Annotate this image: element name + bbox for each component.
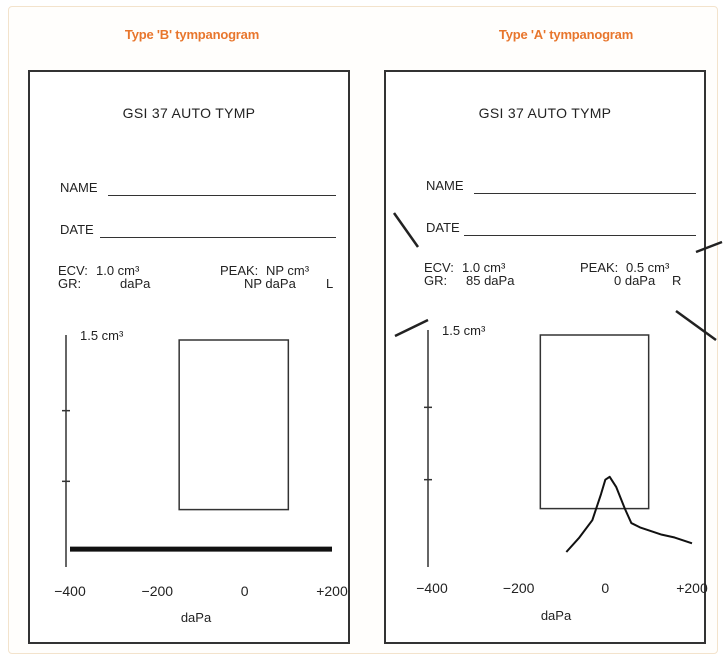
peak-value: 0.5 cm³ bbox=[626, 260, 670, 275]
tympanogram-chart-b: 1.5 cm³ −400 −200 0 +200 daPa bbox=[54, 328, 348, 625]
slash-mark bbox=[392, 212, 420, 248]
heading-type-b: Type 'B' tympanogram bbox=[124, 27, 260, 42]
printout-type-b: GSI 37 AUTO TYMP NAME DATE ECV: 1.0 cm³ … bbox=[28, 70, 350, 644]
name-line bbox=[108, 195, 336, 196]
x-tick-label: −200 bbox=[142, 583, 174, 599]
printout-title: GSI 37 AUTO TYMP bbox=[478, 105, 612, 121]
x-tick-label: +200 bbox=[316, 583, 348, 599]
x-axis-label: daPa bbox=[541, 608, 572, 623]
peak-label: PEAK: bbox=[580, 260, 619, 275]
x-tick-labels: −400 −200 0 +200 bbox=[54, 583, 348, 599]
peak-value: NP cm³ bbox=[266, 263, 310, 278]
slash-mark bbox=[394, 318, 429, 338]
x-tick-label: 0 bbox=[601, 580, 609, 596]
name-line bbox=[474, 193, 696, 194]
slash-mark bbox=[695, 240, 723, 254]
x-tick-label: +200 bbox=[676, 580, 708, 596]
x-tick-labels: −400 −200 0 +200 bbox=[416, 580, 708, 596]
x-tick-label: −400 bbox=[54, 583, 86, 599]
ear-indicator: R bbox=[672, 273, 682, 288]
y-max-label: 1.5 cm³ bbox=[80, 328, 124, 343]
x-tick-label: 0 bbox=[241, 583, 249, 599]
peak-label: PEAK: bbox=[220, 263, 259, 278]
name-label: NAME bbox=[426, 178, 464, 193]
peak-pressure: 0 daPa bbox=[614, 273, 656, 288]
date-line bbox=[464, 235, 696, 236]
ear-indicator: L bbox=[326, 276, 334, 291]
series-group bbox=[565, 475, 693, 553]
heading-type-a: Type 'A' tympanogram bbox=[498, 27, 634, 42]
ecv-value: 1.0 cm³ bbox=[462, 260, 506, 275]
name-label: NAME bbox=[60, 180, 98, 195]
peak-pressure: NP daPa bbox=[244, 276, 296, 291]
compliance-curve bbox=[565, 475, 693, 553]
gr-label: GR: bbox=[424, 273, 448, 288]
normal-range-box bbox=[178, 339, 290, 511]
y-ticks bbox=[62, 409, 70, 483]
printout-type-a: GSI 37 AUTO TYMP NAME DATE ECV: 1.0 cm³ … bbox=[384, 70, 708, 644]
date-label: DATE bbox=[60, 222, 94, 237]
ecv-label: ECV: bbox=[58, 263, 88, 278]
date-line bbox=[100, 237, 336, 238]
x-tick-label: −400 bbox=[416, 580, 448, 596]
slash-mark bbox=[675, 309, 717, 342]
date-label: DATE bbox=[426, 220, 460, 235]
normal-range-box bbox=[539, 334, 650, 510]
y-max-label: 1.5 cm³ bbox=[442, 323, 486, 338]
gr-value: daPa bbox=[120, 276, 151, 291]
printout-title: GSI 37 AUTO TYMP bbox=[122, 105, 256, 121]
tympanogram-chart-a: 1.5 cm³ −400 −200 0 +200 daPa bbox=[416, 323, 708, 623]
x-axis-label: daPa bbox=[181, 610, 212, 625]
gr-label: GR: bbox=[58, 276, 82, 291]
ecv-value: 1.0 cm³ bbox=[96, 263, 140, 278]
x-tick-label: −200 bbox=[503, 580, 535, 596]
gr-value: 85 daPa bbox=[466, 273, 515, 288]
ecv-label: ECV: bbox=[424, 260, 454, 275]
y-ticks bbox=[424, 406, 432, 481]
